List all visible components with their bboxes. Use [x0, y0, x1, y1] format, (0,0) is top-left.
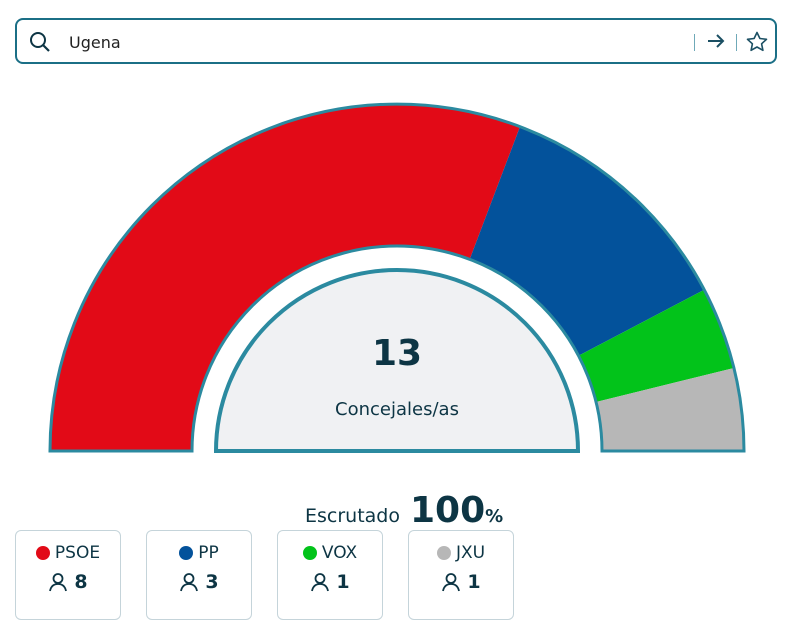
divider	[694, 34, 695, 51]
scrutiny-label: Escrutado	[305, 505, 400, 527]
person-icon	[311, 573, 330, 592]
party-color-dot	[179, 546, 194, 560]
party-name: PP	[198, 543, 219, 563]
party-card-vox[interactable]: VOX 1	[277, 530, 383, 620]
search-input[interactable]	[67, 29, 671, 55]
seat-segment-pp	[469, 126, 705, 356]
party-color-dot	[35, 546, 50, 560]
party-cards: PSOE 8 PP 3 VOX 1 JXU 1	[15, 530, 514, 620]
party-seats: 8	[74, 571, 88, 593]
person-icon	[180, 573, 199, 592]
arrow-right-icon[interactable]	[705, 30, 727, 52]
party-card-pp[interactable]: PP 3	[146, 530, 252, 620]
party-seats: 1	[467, 571, 481, 593]
search-bar	[15, 18, 777, 64]
party-name: JXU	[455, 543, 486, 563]
party-color-dot	[302, 546, 317, 560]
party-seats: 1	[336, 571, 350, 593]
party-name: VOX	[321, 543, 358, 563]
person-icon	[442, 573, 461, 592]
scrutiny-value: 100	[409, 490, 486, 531]
chart-outline	[48, 102, 746, 453]
party-color-dot	[436, 546, 451, 560]
center-panel	[213, 268, 581, 453]
seats-chart	[48, 102, 746, 453]
search-icon	[30, 32, 50, 52]
party-card-psoe[interactable]: PSOE 8	[15, 530, 121, 620]
scrutiny-unit: %	[485, 506, 504, 527]
divider	[736, 34, 737, 51]
total-seats-label: Concejales/as	[335, 399, 459, 420]
party-card-jxu[interactable]: JXU 1	[408, 530, 514, 620]
person-icon	[49, 573, 68, 592]
scrutiny: Escrutado 100 %	[305, 490, 503, 531]
party-name: PSOE	[54, 543, 101, 563]
seat-segment-jxu	[596, 367, 744, 451]
total-seats: 13	[371, 333, 423, 374]
party-seats: 3	[205, 571, 219, 593]
seat-segment-vox	[578, 289, 734, 402]
star-icon[interactable]	[745, 30, 769, 54]
